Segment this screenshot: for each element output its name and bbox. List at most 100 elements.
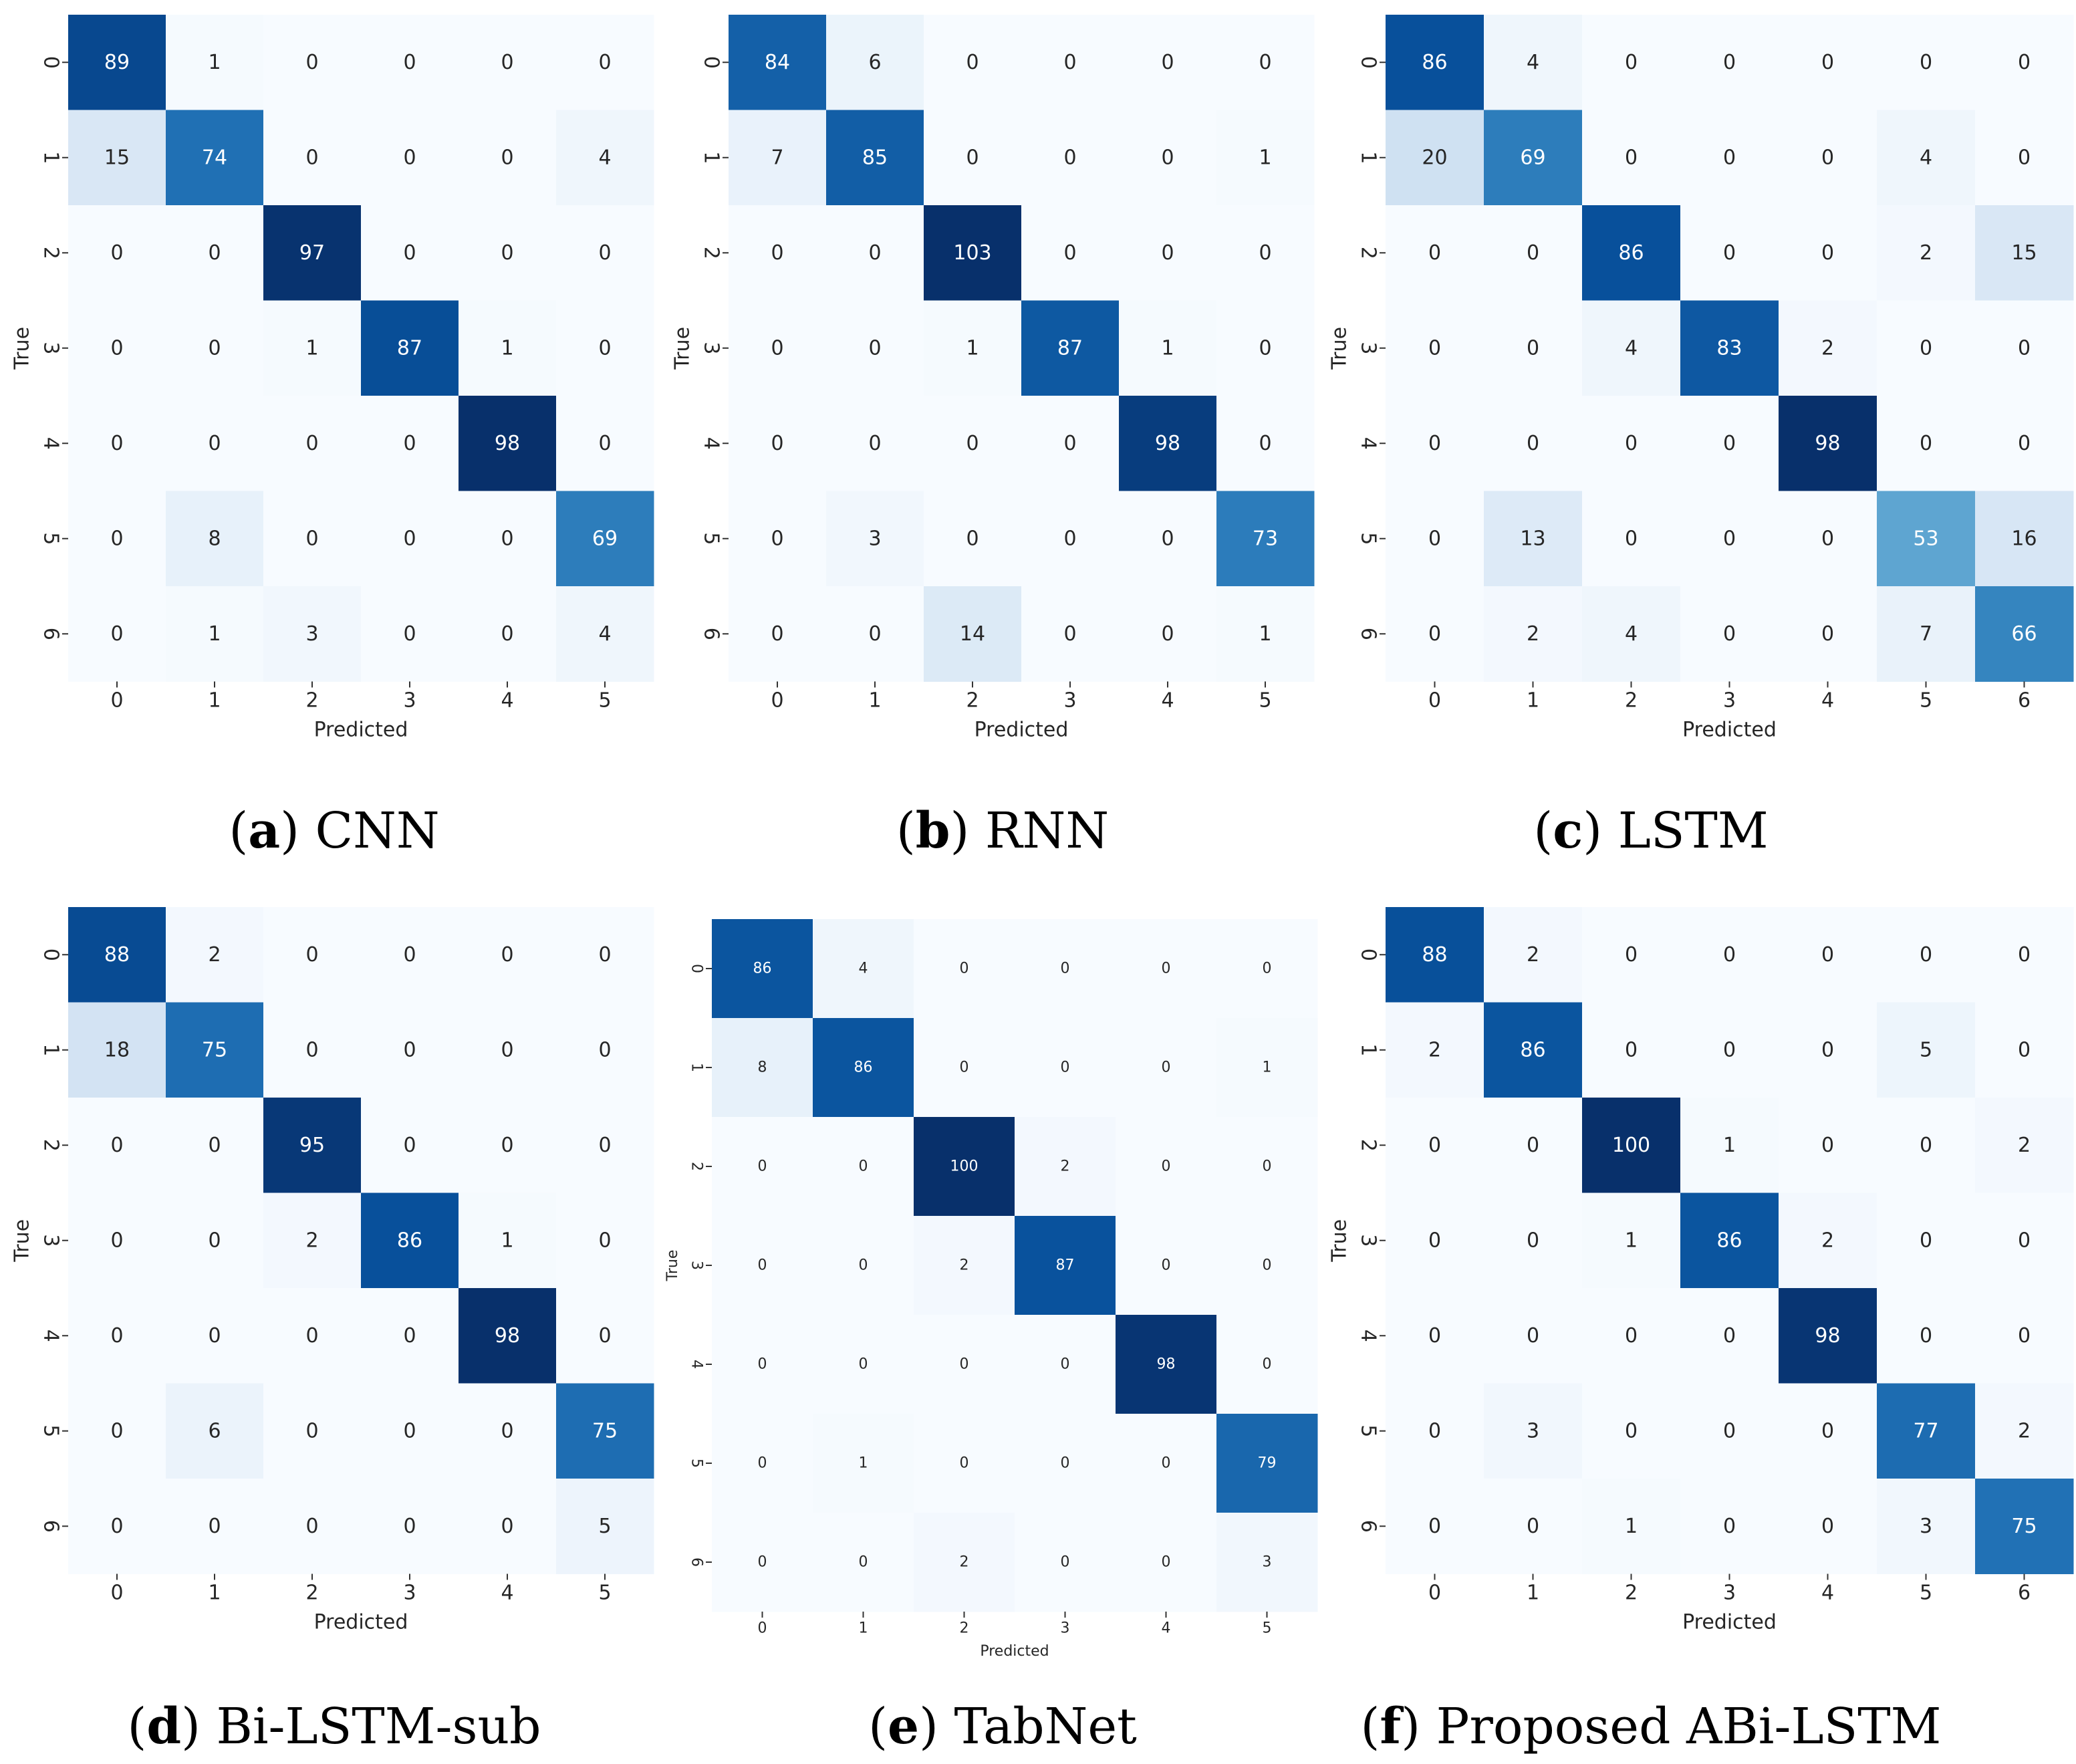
cell-value-label: 0 [758,1455,767,1472]
heatmap-cell [361,205,459,301]
cell-value-label: 0 [1723,527,1736,550]
cell-value-label: 0 [501,1419,513,1442]
cell-value-label: 0 [771,241,783,265]
heatmap-cell [826,300,924,396]
cell-value-label: 1 [1625,1229,1638,1252]
y-tick-label: 6 [39,628,63,640]
heatmap-cell [1015,1315,1116,1414]
heatmap-cell [263,300,362,396]
cell-value-label: 0 [1625,1038,1638,1061]
cell-value-label: 0 [501,241,513,265]
x-tick-label: 5 [1920,689,1932,713]
cell-value-label: 16 [2011,527,2037,550]
x-tick-label: 0 [110,1582,123,1605]
y-tick-label: 4 [39,1330,63,1342]
cell-value-label: 0 [1723,1419,1736,1442]
x-tick-label: 0 [1428,689,1441,713]
cell-value-label: 75 [592,1419,618,1442]
heatmap-cell [813,1513,914,1612]
caption-text: RNN [985,802,1110,860]
heatmap-cell [361,396,459,491]
heatmap-cell [361,491,459,587]
heatmap-cell [826,396,924,491]
heatmap-cell [361,1002,459,1098]
x-tick-label: 5 [598,689,611,713]
cell-value-label: 69 [592,527,618,550]
cell-value-label: 1 [208,51,221,74]
caption-letter: b [915,802,950,860]
cell-value-label: 0 [960,1356,969,1373]
cell-value-label: 0 [1821,622,1834,646]
cell-value-label: 0 [1061,1455,1070,1472]
cell-value-label: 2 [1821,336,1834,360]
y-tick-label: 3 [700,342,723,354]
heatmap-cell [1582,396,1681,491]
heatmap-cell [712,1216,813,1315]
heatmap-cell [1015,1216,1116,1315]
heatmap-cell [1975,15,2074,110]
heatmap-cell [924,396,1022,491]
cell-value-label: 83 [1716,336,1742,360]
y-tick-label: 1 [39,151,63,164]
y-tick-label: 3 [688,1261,705,1270]
heatmap-cell [1680,110,1779,206]
cell-value-label: 18 [104,1038,130,1061]
cell-value-label: 0 [758,1257,767,1274]
cell-value-label: 0 [1061,961,1070,977]
heatmap-cell [1582,1098,1681,1193]
heatmap-cell [1484,1479,1583,1574]
heatmap-cell [1216,1117,1318,1217]
heatmap-cell [729,491,827,587]
heatmap-cell [1877,15,1976,110]
heatmap-cell [1877,396,1976,491]
heatmap-cell [166,1479,264,1574]
cell-value-label: 0 [403,146,416,169]
cell-value-label: 0 [1161,527,1174,550]
heatmap-cell [166,15,264,110]
heatmap-cell [1877,1288,1976,1384]
heatmap-cell [1216,15,1315,110]
heatmap-cell [361,110,459,206]
x-tick-label: 5 [1263,1620,1272,1637]
y-tick-label: 0 [1357,56,1380,69]
cell-value-label: 0 [1428,527,1441,550]
heatmap-cell [1484,491,1583,587]
heatmap-cell [1015,1414,1116,1513]
cell-value-label: 0 [868,241,881,265]
cell-value-label: 0 [501,146,513,169]
cell-value-label: 0 [1428,241,1441,265]
x-tick-label: 4 [1162,1620,1171,1637]
heatmap-cell [1116,1513,1217,1612]
heatmap-cell [924,491,1022,587]
cell-value-label: 98 [1157,1356,1176,1373]
heatmap-cell [1680,1192,1779,1289]
heatmap-cell [1779,1288,1877,1384]
cell-value-label: 0 [868,622,881,646]
heatmap-cell [1386,586,1484,682]
y-tick-label: 2 [1357,1139,1380,1152]
y-tick-label: 0 [1357,949,1380,961]
heatmap-cell [68,1192,166,1289]
heatmap-cell [1119,491,1217,587]
heatmap-cell [813,1414,914,1513]
cell-value-label: 0 [2018,1038,2031,1061]
heatmap-cell [263,1098,362,1193]
cell-value-label: 86 [1618,241,1644,265]
heatmap-cell [1119,15,1217,110]
y-tick-label: 3 [39,1234,63,1247]
cell-value-label: 98 [1815,1324,1840,1348]
heatmap-cell [1216,205,1315,301]
heatmap-cell [1779,15,1877,110]
y-tick-label: 1 [1357,1043,1380,1056]
heatmap-cell [813,919,914,1019]
cell-value-label: 97 [299,241,325,265]
y-tick-label: 0 [700,56,723,69]
heatmap-cell [263,1479,362,1574]
cell-value-label: 0 [2018,336,2031,360]
heatmap-cell [459,907,557,1003]
cell-value-label: 0 [598,432,611,455]
cell-value-label: 0 [1625,146,1638,169]
cell-value-label: 0 [208,241,221,265]
heatmap-cell [1779,110,1877,206]
cell-value-label: 0 [1527,1324,1539,1348]
